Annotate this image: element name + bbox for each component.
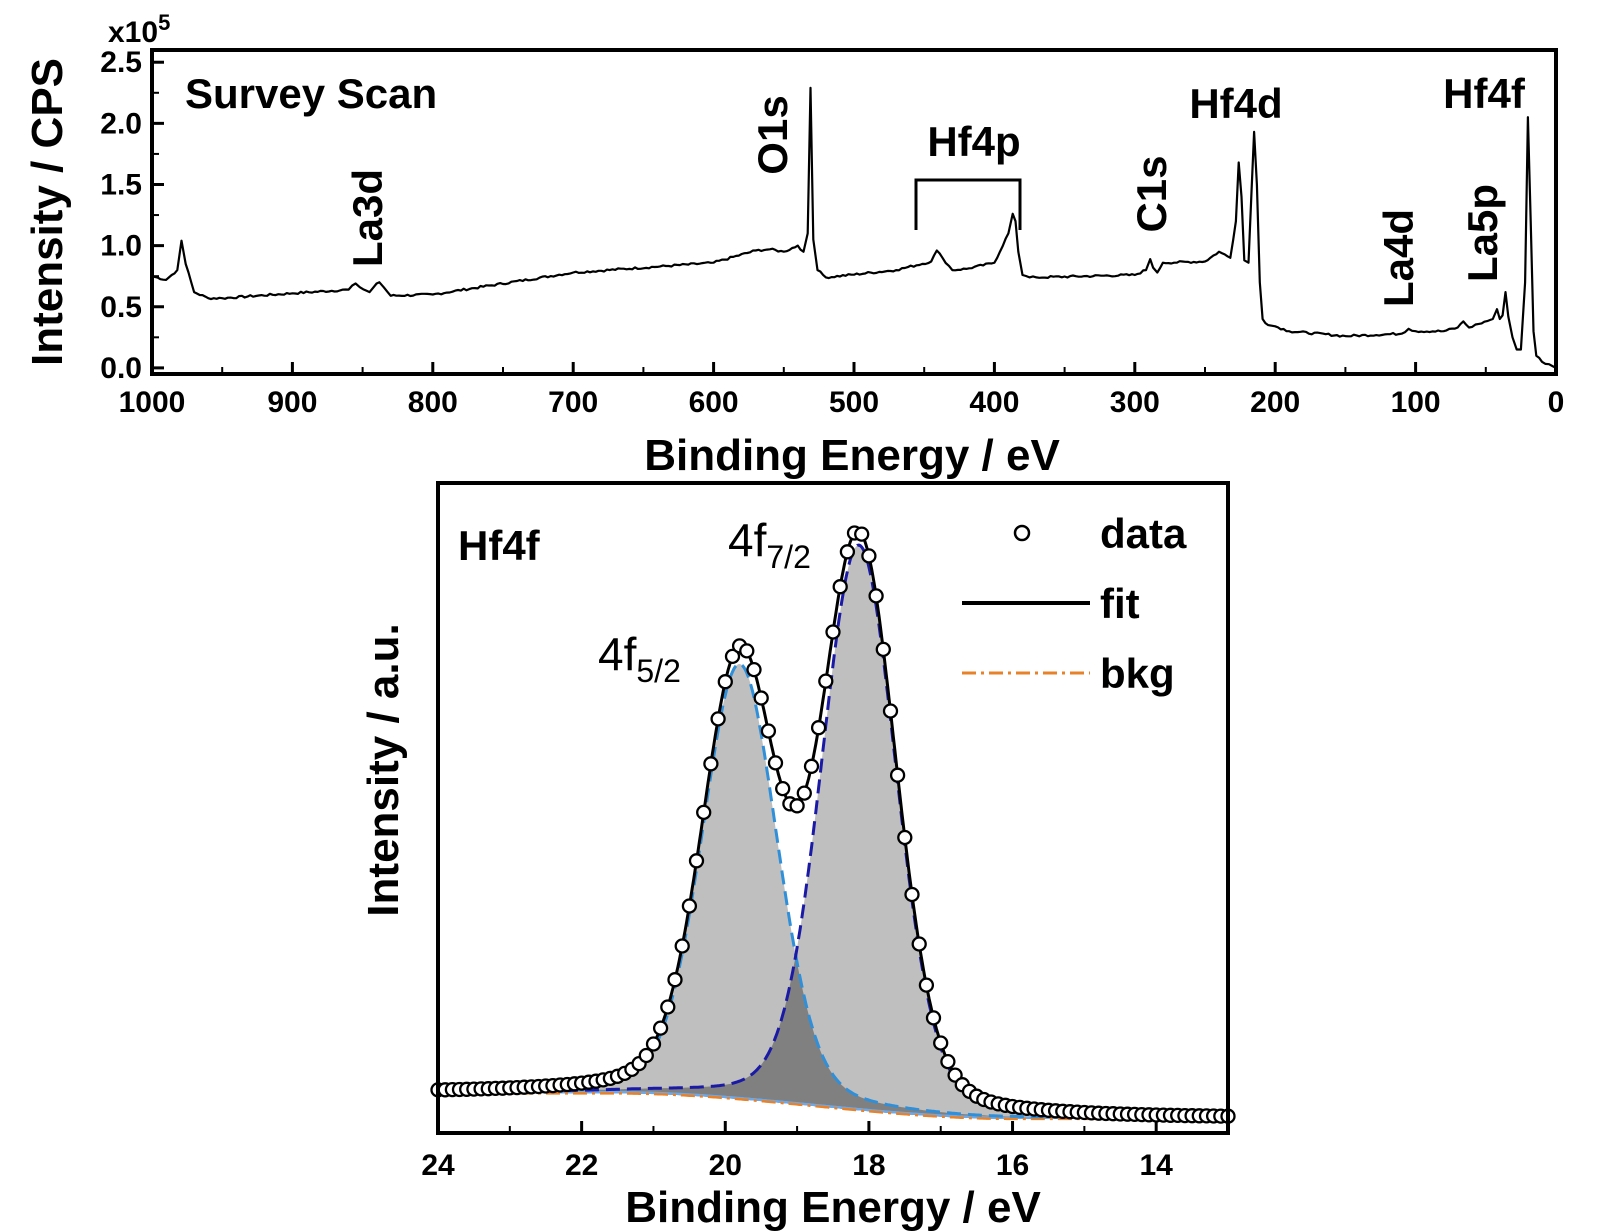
data-point	[818, 673, 834, 689]
data-point	[703, 756, 719, 772]
data-point	[645, 1036, 662, 1052]
survey-x-tick-label: 400	[969, 386, 1019, 419]
survey-y-multiplier: x105	[108, 10, 170, 49]
data-point	[753, 690, 769, 706]
data-point	[904, 886, 920, 903]
data-point	[767, 755, 784, 771]
data-point	[660, 999, 676, 1015]
hf4f-title: Hf4f	[458, 522, 541, 569]
survey-x-tick-label: 900	[267, 386, 317, 419]
survey-x-tick-label: 200	[1250, 386, 1300, 419]
fill-4f7-2	[438, 545, 1228, 1119]
survey-x-tick-label: 700	[548, 386, 598, 419]
hf4f-x-tick-label: 14	[1139, 1149, 1173, 1182]
data-point	[940, 1053, 956, 1070]
data-points	[430, 525, 1236, 1124]
data-point	[775, 780, 791, 797]
data-point	[796, 785, 812, 801]
survey-x-tick-label: 600	[689, 386, 739, 419]
hf4f-x-tick-label: 18	[852, 1149, 885, 1182]
data-point	[875, 641, 891, 658]
peak-label-la4d: La4d	[1375, 209, 1422, 307]
survey-x-ticks: 1000 900 800 700 600 500 400 300 200 100 0	[119, 362, 1565, 419]
data-point	[638, 1047, 654, 1064]
survey-x-tick-label: 0	[1548, 386, 1565, 419]
fill-overlap	[438, 955, 1228, 1119]
survey-y-axis-label: Intensity / CPS	[23, 58, 72, 366]
hf4f-x-tick-label: 22	[565, 1149, 598, 1182]
survey-y-tick-label: 1.5	[100, 168, 142, 201]
survey-y-ticks: 0.0 0.5 1.0 1.5 2.0 2.5	[100, 46, 164, 385]
survey-x-tick-label: 1000	[119, 386, 186, 419]
data-point	[803, 758, 820, 774]
survey-y-tick-label: 0.5	[100, 291, 142, 324]
legend-data-label: data	[1100, 510, 1187, 557]
data-point	[789, 798, 805, 814]
data-point	[710, 711, 726, 727]
data-point	[897, 829, 913, 846]
data-point	[696, 804, 712, 821]
survey-x-tick-label: 800	[408, 386, 458, 419]
data-point	[861, 548, 877, 564]
data-point	[825, 624, 841, 640]
label-4f7-2: 4f7/2	[728, 514, 811, 575]
legend-fit-label: fit	[1100, 580, 1140, 627]
data-point	[839, 544, 856, 560]
survey-y-tick-label: 1.0	[100, 230, 142, 263]
hf4f-x-ticks: 24 22 20 18 16 14	[421, 1121, 1173, 1182]
hf4f-x-axis-label: Binding Energy / eV	[625, 1183, 1041, 1231]
data-point	[674, 938, 690, 954]
label-4f5-2: 4f5/2	[598, 628, 681, 689]
data-point	[688, 853, 705, 869]
survey-title: Survey Scan	[185, 70, 437, 117]
peak-label-o1s: O1s	[749, 95, 796, 174]
data-point	[667, 972, 683, 988]
data-point	[889, 767, 906, 783]
survey-panel: 0.00.51.01.52.02.5 1000 900 800 700 600 500 40…	[23, 10, 1564, 480]
hf4f-y-axis-label: Intensity / a.u.	[359, 623, 408, 916]
legend-data-marker	[1013, 524, 1031, 542]
data-point	[868, 588, 884, 604]
legend-bkg-label: bkg	[1100, 650, 1175, 697]
data-point	[717, 674, 733, 690]
survey-y-tick-label: 2.0	[100, 107, 142, 140]
data-point	[925, 1010, 942, 1026]
data-point	[739, 643, 755, 659]
hf4f-plot-frame	[436, 481, 1230, 1135]
data-point	[918, 977, 935, 993]
data-point	[854, 526, 870, 542]
data-point	[724, 648, 741, 665]
peak-label-hf4d: Hf4d	[1189, 80, 1282, 127]
peak-label-hf4f: Hf4f	[1443, 70, 1526, 117]
peak-label-la5p: La5p	[1459, 184, 1506, 282]
data-point	[760, 723, 777, 739]
peak-label-la3d: La3d	[344, 169, 391, 267]
peak-label-c1s: C1s	[1128, 155, 1175, 232]
survey-x-tick-label: 300	[1110, 386, 1160, 419]
survey-x-axis-label: Binding Energy / eV	[644, 431, 1060, 480]
survey-y-tick-label: 2.5	[100, 46, 142, 79]
data-point	[911, 936, 927, 952]
survey-x-tick-label: 100	[1391, 386, 1441, 419]
survey-y-tick-label: 0.0	[100, 352, 142, 385]
survey-x-tick-label: 500	[829, 386, 879, 419]
data-point	[933, 1035, 949, 1051]
peak-label-hf4p: Hf4p	[927, 118, 1020, 165]
hf4f-x-tick-label: 16	[996, 1149, 1029, 1182]
hf4p-bracket	[914, 178, 1022, 230]
data-point	[652, 1020, 669, 1036]
data-point	[746, 661, 762, 678]
hf4f-x-tick-label: 20	[709, 1149, 742, 1182]
survey-spectrum-line	[151, 86, 1557, 369]
data-point	[681, 898, 698, 914]
data-point	[832, 579, 848, 595]
data-point	[882, 703, 899, 719]
data-point	[810, 720, 827, 736]
legend: data fit bkg	[962, 510, 1187, 697]
hf4f-panel: 24 22 20 18 16 14 Hf4f Intensity / a.u. Bindi…	[359, 481, 1236, 1231]
hf4f-x-tick-label: 24	[421, 1149, 455, 1182]
